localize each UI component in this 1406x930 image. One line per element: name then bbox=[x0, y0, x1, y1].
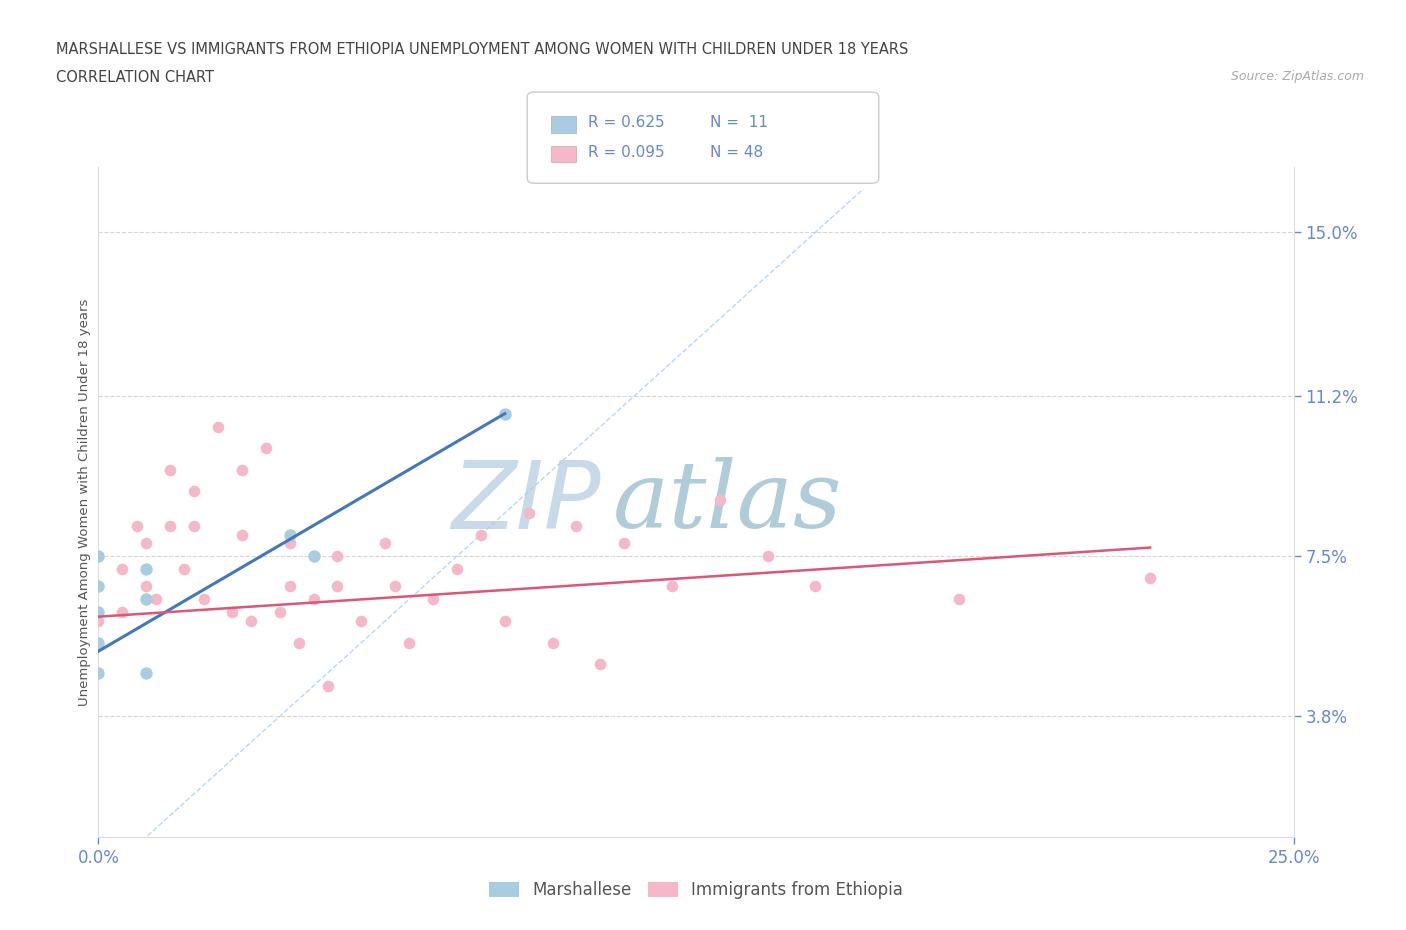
Y-axis label: Unemployment Among Women with Children Under 18 years: Unemployment Among Women with Children U… bbox=[79, 299, 91, 706]
Text: ZIP: ZIP bbox=[451, 457, 600, 548]
Point bbox=[316, 678, 339, 693]
Point bbox=[135, 562, 157, 577]
Point bbox=[173, 562, 195, 577]
Point bbox=[231, 527, 253, 542]
Point bbox=[135, 536, 157, 551]
Point bbox=[87, 665, 110, 680]
Point bbox=[326, 579, 349, 594]
Point bbox=[193, 592, 215, 607]
Point bbox=[87, 579, 110, 594]
Point bbox=[288, 635, 311, 650]
Point bbox=[159, 462, 181, 477]
Point bbox=[240, 614, 263, 629]
Point bbox=[494, 614, 516, 629]
Legend: Marshallese, Immigrants from Ethiopia: Marshallese, Immigrants from Ethiopia bbox=[482, 874, 910, 906]
Point bbox=[135, 579, 157, 594]
Point bbox=[350, 614, 373, 629]
Point bbox=[87, 549, 110, 564]
Point bbox=[422, 592, 444, 607]
Point bbox=[661, 579, 683, 594]
Point bbox=[326, 549, 349, 564]
Point bbox=[111, 562, 134, 577]
Text: CORRELATION CHART: CORRELATION CHART bbox=[56, 70, 214, 85]
Point bbox=[278, 527, 301, 542]
Point bbox=[111, 604, 134, 619]
Point bbox=[709, 493, 731, 508]
Point bbox=[87, 579, 110, 594]
Point bbox=[87, 635, 110, 650]
Point bbox=[384, 579, 406, 594]
Point bbox=[278, 579, 301, 594]
Point bbox=[207, 419, 229, 434]
Point bbox=[565, 519, 588, 534]
Point bbox=[135, 592, 157, 607]
Point bbox=[398, 635, 420, 650]
Point bbox=[613, 536, 636, 551]
Text: MARSHALLESE VS IMMIGRANTS FROM ETHIOPIA UNEMPLOYMENT AMONG WOMEN WITH CHILDREN U: MARSHALLESE VS IMMIGRANTS FROM ETHIOPIA … bbox=[56, 42, 908, 57]
Point bbox=[269, 604, 291, 619]
Point bbox=[302, 592, 325, 607]
Text: R = 0.625: R = 0.625 bbox=[588, 115, 664, 130]
Point bbox=[87, 614, 110, 629]
Text: N = 48: N = 48 bbox=[710, 145, 763, 160]
Point bbox=[231, 462, 253, 477]
Point bbox=[756, 549, 779, 564]
Point bbox=[517, 506, 540, 521]
Point bbox=[1139, 570, 1161, 585]
Point bbox=[159, 519, 181, 534]
Point bbox=[87, 549, 110, 564]
Point bbox=[494, 406, 516, 421]
Point bbox=[135, 665, 157, 680]
Point bbox=[446, 562, 468, 577]
Point bbox=[145, 592, 167, 607]
Point bbox=[183, 484, 205, 498]
Text: Source: ZipAtlas.com: Source: ZipAtlas.com bbox=[1230, 70, 1364, 83]
Point bbox=[541, 635, 564, 650]
Text: atlas: atlas bbox=[613, 458, 842, 547]
Point bbox=[302, 549, 325, 564]
Point bbox=[183, 519, 205, 534]
Point bbox=[87, 604, 110, 619]
Text: R = 0.095: R = 0.095 bbox=[588, 145, 664, 160]
Point bbox=[254, 441, 277, 456]
Point bbox=[589, 657, 612, 671]
Point bbox=[374, 536, 396, 551]
Point bbox=[278, 536, 301, 551]
Point bbox=[125, 519, 148, 534]
Text: N =  11: N = 11 bbox=[710, 115, 768, 130]
Point bbox=[470, 527, 492, 542]
Point bbox=[948, 592, 970, 607]
Point bbox=[804, 579, 827, 594]
Point bbox=[221, 604, 243, 619]
